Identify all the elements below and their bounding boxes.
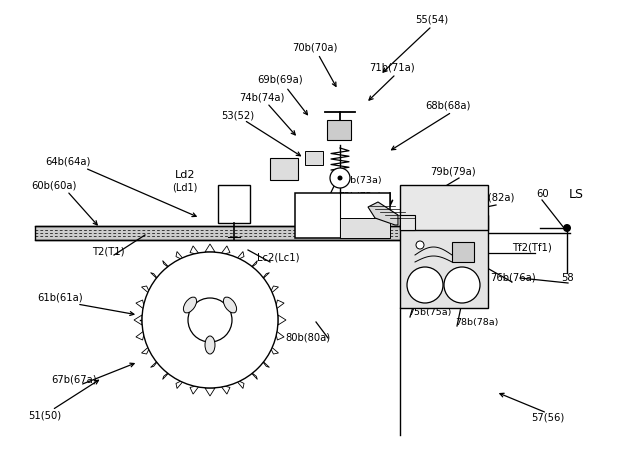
- Circle shape: [142, 252, 278, 388]
- Ellipse shape: [205, 336, 215, 354]
- Text: 67b(67a): 67b(67a): [51, 375, 97, 385]
- Text: 71b(71a): 71b(71a): [369, 63, 415, 73]
- Bar: [400, 215, 488, 308]
- Bar: [218, 185, 250, 223]
- Polygon shape: [275, 330, 284, 340]
- Polygon shape: [368, 202, 398, 225]
- Bar: [327, 120, 351, 140]
- Polygon shape: [141, 345, 151, 354]
- Circle shape: [407, 267, 443, 303]
- Text: 60b(60a): 60b(60a): [31, 180, 77, 190]
- Bar: [305, 151, 323, 165]
- Polygon shape: [260, 273, 269, 282]
- Polygon shape: [190, 385, 200, 394]
- Text: 79b(79a): 79b(79a): [430, 167, 476, 177]
- Polygon shape: [205, 388, 215, 396]
- Polygon shape: [269, 345, 278, 354]
- Polygon shape: [269, 286, 278, 295]
- Polygon shape: [220, 385, 230, 394]
- Ellipse shape: [184, 297, 196, 313]
- Polygon shape: [248, 370, 257, 379]
- Text: 82b(82a): 82b(82a): [469, 193, 515, 203]
- Text: 75b(75a): 75b(75a): [408, 308, 451, 318]
- Text: 73b(73a): 73b(73a): [338, 175, 381, 185]
- Polygon shape: [235, 251, 244, 261]
- Polygon shape: [220, 246, 230, 255]
- Text: Ld2: Ld2: [175, 170, 195, 180]
- Polygon shape: [134, 315, 142, 325]
- Polygon shape: [136, 300, 145, 310]
- Polygon shape: [150, 273, 160, 282]
- Text: 60: 60: [537, 189, 549, 199]
- Text: 72b(72a): 72b(72a): [338, 191, 381, 201]
- Text: 58: 58: [562, 273, 574, 283]
- Text: LS: LS: [568, 187, 584, 201]
- Text: 61b(61a): 61b(61a): [37, 293, 83, 303]
- Polygon shape: [141, 286, 151, 295]
- Text: 80b(80a): 80b(80a): [285, 333, 331, 343]
- Polygon shape: [163, 370, 172, 379]
- Bar: [452, 242, 474, 262]
- Circle shape: [337, 175, 342, 181]
- Circle shape: [444, 267, 480, 303]
- Polygon shape: [400, 215, 415, 230]
- Text: 70b(70a): 70b(70a): [292, 43, 338, 53]
- Polygon shape: [176, 251, 185, 261]
- Polygon shape: [150, 358, 160, 367]
- Bar: [35, 226, 430, 240]
- Bar: [340, 218, 390, 238]
- Text: Tf2(Tf1): Tf2(Tf1): [512, 243, 552, 253]
- Polygon shape: [205, 244, 215, 252]
- Polygon shape: [275, 300, 284, 310]
- Circle shape: [563, 224, 571, 232]
- Circle shape: [330, 168, 350, 188]
- Text: 64b(64a): 64b(64a): [45, 157, 91, 167]
- Text: Lc2(Lc1): Lc2(Lc1): [257, 253, 300, 263]
- Polygon shape: [190, 246, 200, 255]
- Text: 74b(74a): 74b(74a): [239, 92, 285, 102]
- Text: 78b(78a): 78b(78a): [455, 318, 499, 326]
- Text: (Ld1): (Ld1): [172, 183, 198, 193]
- Circle shape: [416, 241, 424, 249]
- Bar: [400, 185, 488, 230]
- Text: T2(T1): T2(T1): [92, 247, 124, 257]
- Text: 69b(69a): 69b(69a): [257, 75, 303, 85]
- Polygon shape: [163, 260, 172, 270]
- Bar: [270, 158, 298, 180]
- Text: 68b(68a): 68b(68a): [426, 100, 470, 110]
- Polygon shape: [176, 379, 185, 388]
- Ellipse shape: [223, 297, 237, 313]
- Polygon shape: [235, 379, 244, 388]
- Polygon shape: [260, 358, 269, 367]
- Polygon shape: [278, 315, 286, 325]
- Text: 53(52): 53(52): [221, 110, 255, 120]
- Text: 76b(76a): 76b(76a): [490, 273, 536, 283]
- Polygon shape: [136, 330, 145, 340]
- Text: 57(56): 57(56): [531, 413, 564, 423]
- Polygon shape: [248, 260, 257, 270]
- Text: 55(54): 55(54): [415, 15, 449, 25]
- Circle shape: [188, 298, 232, 342]
- Text: 51(50): 51(50): [28, 410, 61, 420]
- Bar: [295, 193, 390, 238]
